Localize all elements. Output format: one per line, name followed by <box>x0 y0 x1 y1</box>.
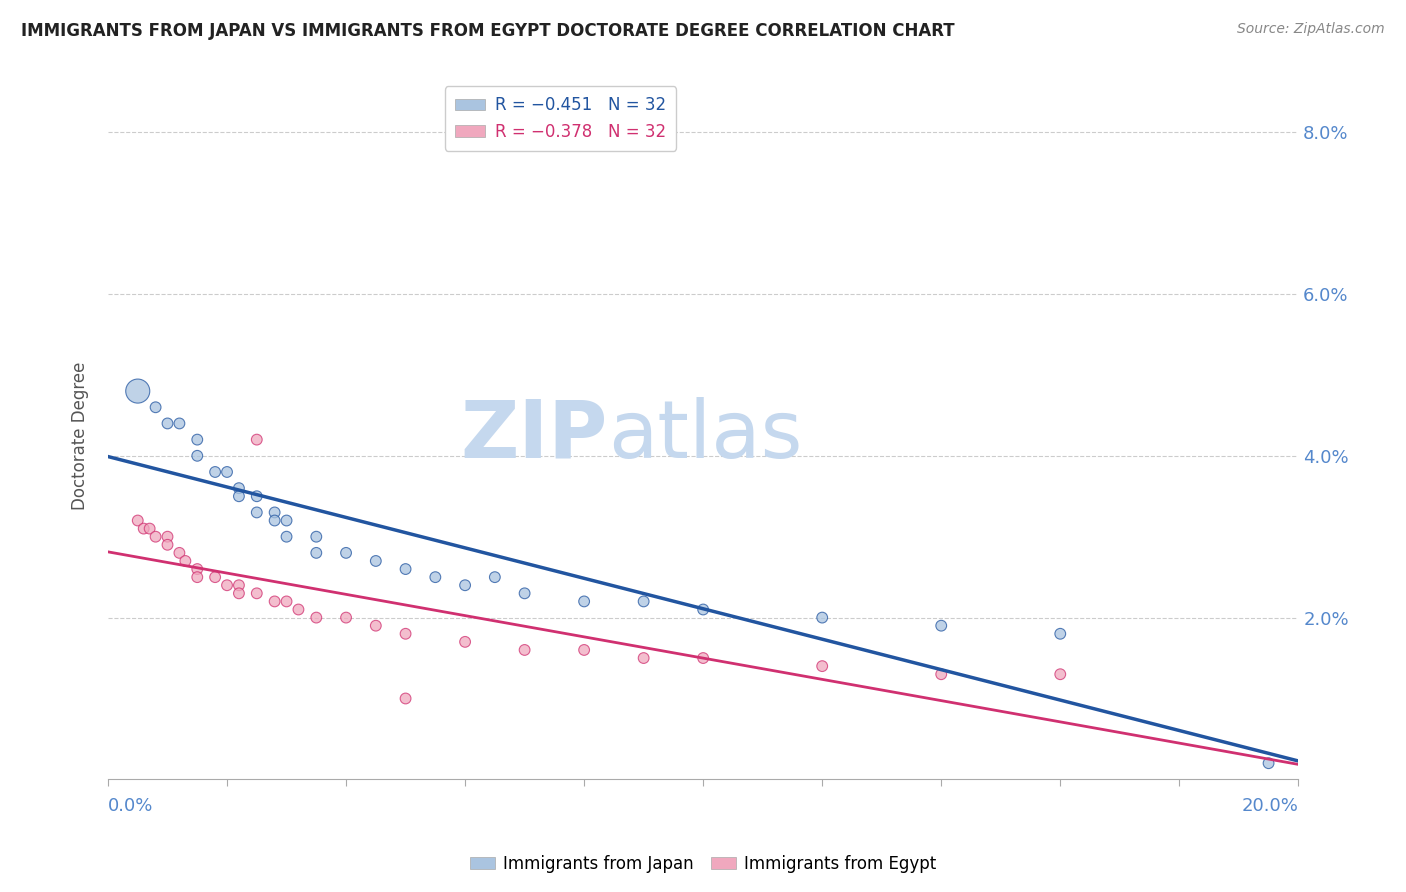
Point <box>394 627 416 641</box>
Point <box>425 570 447 584</box>
Point <box>513 586 536 600</box>
Point <box>169 417 191 431</box>
Text: 20.0%: 20.0% <box>1241 797 1298 814</box>
Point <box>692 651 714 665</box>
Point <box>186 562 208 576</box>
Point <box>246 586 269 600</box>
Point <box>174 554 197 568</box>
Point <box>246 505 269 519</box>
Point <box>138 522 160 536</box>
Legend: Immigrants from Japan, Immigrants from Egypt: Immigrants from Japan, Immigrants from E… <box>463 848 943 880</box>
Point <box>394 562 416 576</box>
Point <box>335 546 357 560</box>
Point <box>127 514 149 528</box>
Point <box>305 546 328 560</box>
Point <box>929 667 952 681</box>
Text: 0.0%: 0.0% <box>108 797 153 814</box>
Point <box>228 489 250 503</box>
Point <box>204 465 226 479</box>
Point <box>454 578 477 592</box>
Text: Source: ZipAtlas.com: Source: ZipAtlas.com <box>1237 22 1385 37</box>
Point <box>263 505 285 519</box>
Point <box>145 530 167 544</box>
Point <box>811 610 834 624</box>
Point <box>633 651 655 665</box>
Point <box>335 610 357 624</box>
Point <box>132 522 155 536</box>
Point <box>1049 627 1071 641</box>
Point <box>633 594 655 608</box>
Point <box>186 449 208 463</box>
Point <box>364 618 387 632</box>
Text: ZIP: ZIP <box>461 397 607 475</box>
Point <box>287 602 309 616</box>
Point <box>1049 667 1071 681</box>
Text: atlas: atlas <box>607 397 803 475</box>
Point <box>246 433 269 447</box>
Point <box>454 635 477 649</box>
Point <box>204 570 226 584</box>
Point <box>572 643 595 657</box>
Point <box>145 401 167 415</box>
Point <box>228 578 250 592</box>
Point <box>276 514 298 528</box>
Point <box>305 530 328 544</box>
Point <box>276 530 298 544</box>
Point <box>484 570 506 584</box>
Point <box>572 594 595 608</box>
Point <box>228 481 250 495</box>
Point <box>246 489 269 503</box>
Point <box>305 610 328 624</box>
Point <box>263 594 285 608</box>
Point <box>156 417 179 431</box>
Point <box>811 659 834 673</box>
Point <box>1257 756 1279 771</box>
Point <box>364 554 387 568</box>
Point <box>929 618 952 632</box>
Point <box>156 530 179 544</box>
Point <box>228 586 250 600</box>
Point <box>186 570 208 584</box>
Point <box>215 578 238 592</box>
Point <box>156 538 179 552</box>
Point <box>692 602 714 616</box>
Point <box>127 384 149 398</box>
Text: IMMIGRANTS FROM JAPAN VS IMMIGRANTS FROM EGYPT DOCTORATE DEGREE CORRELATION CHAR: IMMIGRANTS FROM JAPAN VS IMMIGRANTS FROM… <box>21 22 955 40</box>
Point <box>394 691 416 706</box>
Point <box>169 546 191 560</box>
Point <box>263 514 285 528</box>
Point <box>215 465 238 479</box>
Legend: R = −0.451   N = 32, R = −0.378   N = 32: R = −0.451 N = 32, R = −0.378 N = 32 <box>444 87 676 151</box>
Point <box>186 433 208 447</box>
Point <box>276 594 298 608</box>
Y-axis label: Doctorate Degree: Doctorate Degree <box>72 361 89 509</box>
Point <box>513 643 536 657</box>
